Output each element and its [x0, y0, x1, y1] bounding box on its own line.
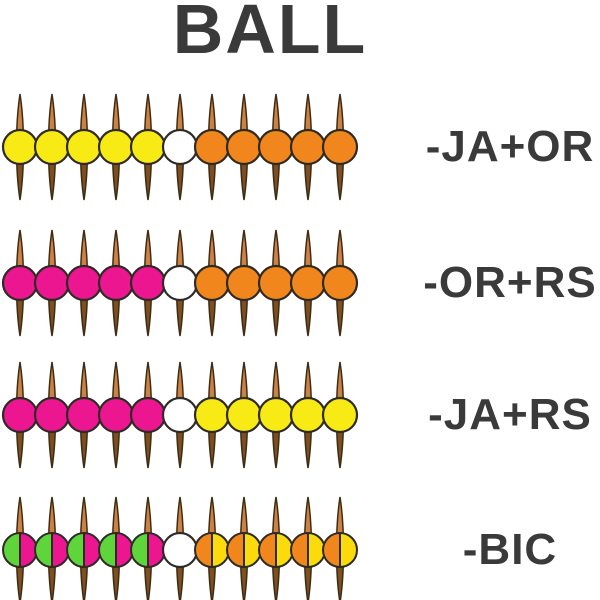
pin: [129, 361, 167, 469]
pin: [225, 229, 263, 337]
row-label: -JA+RS: [428, 390, 592, 439]
bead-left-half: [2, 531, 21, 569]
pin: [321, 361, 359, 469]
pin: [33, 93, 71, 201]
pin: [33, 229, 71, 337]
pin: [258, 496, 294, 600]
pin: [1, 229, 39, 337]
pin: [34, 496, 70, 600]
pin-group: [0, 91, 360, 203]
pin: [193, 229, 231, 337]
pin: [161, 496, 199, 600]
page-title: BALL: [172, 0, 368, 68]
pin-group: [0, 494, 360, 600]
row-label: -JA+OR: [425, 122, 595, 171]
pin: [98, 496, 134, 600]
bead-left-half: [322, 531, 341, 569]
bead-left-half: [130, 531, 149, 569]
pin: [193, 93, 231, 201]
bead-left-half: [66, 531, 85, 569]
bead-left-half: [226, 531, 245, 569]
pin: [97, 93, 135, 201]
bead-row: -JA+OR: [0, 91, 600, 203]
pin: [289, 93, 327, 201]
bead-left-half: [98, 531, 117, 569]
pin: [257, 93, 295, 201]
pin: [289, 361, 327, 469]
pin: [161, 361, 199, 469]
pin-group: [0, 359, 360, 471]
pin: [129, 93, 167, 201]
pin: [226, 496, 262, 600]
bead-row: -JA+RS: [0, 359, 600, 471]
bead-right-half: [339, 531, 358, 569]
pin: [66, 496, 102, 600]
pin: [97, 229, 135, 337]
pin: [2, 496, 38, 600]
pin: [322, 496, 358, 600]
pin: [33, 361, 71, 469]
row-label: -BIC: [462, 525, 558, 574]
bead: [321, 396, 359, 434]
pin: [129, 229, 167, 337]
bead-left-half: [194, 531, 213, 569]
pin: [290, 496, 326, 600]
pin: [1, 361, 39, 469]
pin: [194, 496, 230, 600]
pin: [193, 361, 231, 469]
pin: [97, 361, 135, 469]
pin: [65, 229, 103, 337]
pin: [289, 229, 327, 337]
pin: [321, 93, 359, 201]
row-label: -OR+RS: [423, 258, 597, 307]
bead: [321, 264, 359, 302]
bead-row: -OR+RS: [0, 227, 600, 339]
pin: [321, 229, 359, 337]
bead-left-half: [290, 531, 309, 569]
bead-left-half: [258, 531, 277, 569]
bead-left-half: [34, 531, 53, 569]
pin: [225, 93, 263, 201]
pin: [130, 496, 166, 600]
bead: [321, 128, 359, 166]
pin-group: [0, 227, 360, 339]
bead-row: -BIC: [0, 494, 600, 600]
